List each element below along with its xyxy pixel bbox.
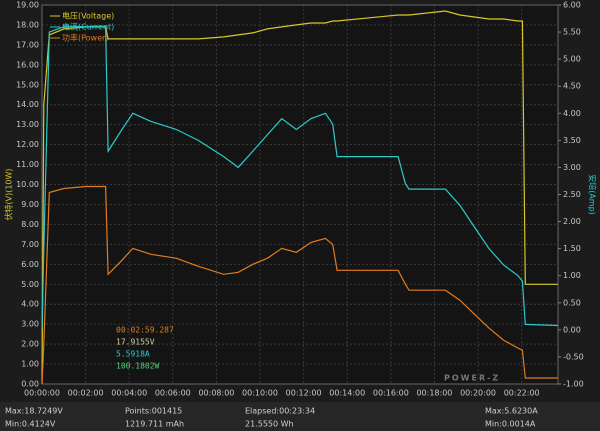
- y2-tick-label: 3.50: [563, 136, 581, 145]
- y2-axis-label: 安培(Amp): [588, 174, 598, 215]
- plot-area: [42, 5, 558, 384]
- legend-label: 电压(Voltage): [62, 11, 114, 21]
- labels: 0.00 1.00 2.00 3.00 4.00 5.00 6.00 7.00 8.00 9.00…: [4, 1, 598, 429]
- x-tick-label: 00:04:00: [111, 389, 147, 398]
- y2-tick-label: 0.00: [563, 325, 581, 334]
- y-tick-label: 10.00: [16, 180, 39, 189]
- footer-bar: [0, 402, 600, 431]
- series-line: [41, 26, 559, 330]
- y-tick-label: 0.00: [21, 380, 39, 389]
- footer-stat: Min:0.0014A: [485, 420, 536, 429]
- y-tick-label: 16.00: [16, 60, 39, 69]
- x-tick-label: 00:22:00: [504, 389, 540, 398]
- grid: [41, 4, 561, 385]
- footer-stat: Points:001415: [125, 407, 182, 416]
- y-axis-label: 伏特(V)(10W): [4, 168, 14, 220]
- legend-label: 电流(Current): [62, 22, 114, 32]
- y-tick-label: 1.00: [21, 360, 39, 369]
- x-tick-label: 00:20:00: [460, 389, 496, 398]
- x-tick-label: 00:16:00: [373, 389, 409, 398]
- y-tick-label: 9.00: [21, 200, 39, 209]
- y-tick-label: 12.00: [16, 140, 39, 149]
- y-tick-label: 13.00: [16, 120, 39, 129]
- y-tick-label: 19.00: [16, 1, 39, 10]
- footer-stat: Elapsed:00:23:34: [245, 407, 315, 416]
- footer-stat: 21.5550 Wh: [245, 420, 294, 429]
- readout: 17.9155V: [116, 338, 155, 347]
- x-tick-label: 00:10:00: [242, 389, 278, 398]
- x-tick-label: 00:02:00: [68, 389, 104, 398]
- x-tick-label: 00:14:00: [329, 389, 365, 398]
- readout: 100.1802W: [116, 362, 160, 371]
- x-tick-label: 00:00:00: [24, 389, 60, 398]
- lines: [41, 10, 559, 385]
- footer-stat: Min:0.4124V: [5, 420, 56, 429]
- footer-stat: 1219.711 mAh: [125, 420, 184, 429]
- x-tick-label: 00:18:00: [416, 389, 452, 398]
- x-tick-label: 00:12:00: [286, 389, 322, 398]
- y-tick-label: 7.00: [21, 240, 39, 249]
- y-tick-label: 17.00: [16, 40, 39, 49]
- readout: 5.5918A: [116, 350, 150, 359]
- footer-stat: Max:18.7249V: [5, 407, 63, 416]
- y-tick-label: 18.00: [16, 20, 39, 29]
- y-tick-label: 5.00: [21, 280, 39, 289]
- y2-tick-label: 1.50: [563, 244, 581, 253]
- legend-label: 功率(Power): [62, 33, 108, 43]
- y2-tick-label: 3.00: [563, 163, 581, 172]
- series-line: [41, 185, 558, 385]
- y-tick-label: 14.00: [16, 100, 39, 109]
- y-tick-label: 11.00: [16, 160, 39, 169]
- y-tick-label: 8.00: [21, 220, 39, 229]
- footer-stat: Max:5.6230A: [485, 407, 538, 416]
- series-line: [41, 10, 558, 385]
- y2-tick-label: 1.00: [563, 271, 581, 280]
- y-tick-label: 6.00: [21, 260, 39, 269]
- y2-tick-label: 0.50: [563, 298, 581, 307]
- y-tick-label: 2.00: [21, 340, 39, 349]
- y2-tick-label: 2.50: [563, 190, 581, 199]
- x-tick-label: 00:08:00: [198, 389, 234, 398]
- logo: POWER-Z: [444, 374, 500, 383]
- y2-tick-label: 5.00: [563, 55, 581, 64]
- plot-border: [41, 4, 559, 385]
- y-tick-label: 4.00: [21, 300, 39, 309]
- readout: 00:02:59.287: [116, 326, 174, 335]
- y2-tick-label: -0.50: [563, 352, 584, 361]
- y2-tick-label: -1.00: [563, 380, 584, 389]
- y-tick-label: 3.00: [21, 320, 39, 329]
- x-tick-label: 00:06:00: [155, 389, 191, 398]
- y2-tick-label: 5.50: [563, 28, 581, 37]
- y2-tick-label: 4.00: [563, 109, 581, 118]
- y-tick-label: 15.00: [16, 80, 39, 89]
- y2-tick-label: 4.50: [563, 82, 581, 91]
- y2-tick-label: 2.00: [563, 217, 581, 226]
- y2-tick-label: 6.00: [563, 1, 581, 10]
